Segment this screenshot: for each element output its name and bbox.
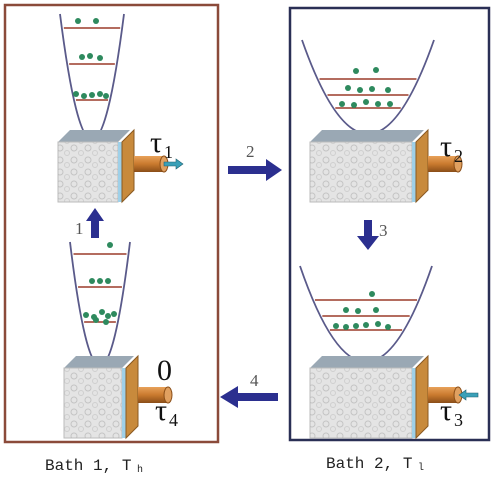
particle bbox=[385, 87, 391, 93]
block-strip bbox=[118, 142, 122, 202]
tau: τ bbox=[440, 394, 452, 427]
arrow-up bbox=[86, 208, 104, 238]
piston-end bbox=[453, 155, 463, 173]
particle bbox=[343, 324, 349, 330]
piston bbox=[428, 387, 458, 403]
block-strip bbox=[412, 142, 416, 202]
block-front bbox=[309, 141, 413, 203]
block-side bbox=[415, 354, 429, 440]
step-label: 4 bbox=[250, 371, 259, 390]
block-strip bbox=[412, 368, 416, 438]
particle bbox=[355, 308, 361, 314]
piston bbox=[428, 156, 458, 172]
block-side bbox=[415, 128, 429, 204]
step-label: 2 bbox=[246, 142, 255, 161]
block-top bbox=[310, 356, 424, 368]
particle bbox=[83, 312, 89, 318]
particle bbox=[333, 323, 339, 329]
block-top bbox=[64, 356, 134, 368]
particle bbox=[89, 278, 95, 284]
caption-sub: h bbox=[137, 464, 143, 476]
force-arrow bbox=[458, 389, 479, 401]
particle bbox=[97, 55, 103, 61]
particle bbox=[89, 92, 95, 98]
particle bbox=[353, 68, 359, 74]
arrow-left bbox=[220, 386, 278, 408]
step-label: 3 bbox=[379, 221, 388, 240]
tau: τ bbox=[150, 126, 162, 159]
tau: τ bbox=[440, 130, 452, 163]
bath-1-box bbox=[3, 3, 220, 444]
caption: Bath 2, T bbox=[326, 455, 412, 473]
tau-sub: 1 bbox=[164, 142, 173, 162]
block-side bbox=[121, 128, 135, 204]
block-front bbox=[309, 367, 413, 439]
step-label: 1 bbox=[75, 219, 84, 238]
particle bbox=[363, 99, 369, 105]
piston bbox=[138, 387, 168, 403]
particle bbox=[385, 324, 391, 330]
particle bbox=[343, 307, 349, 313]
block-side bbox=[125, 354, 139, 440]
tau-sub: 2 bbox=[454, 146, 463, 166]
particle bbox=[103, 319, 109, 325]
particle bbox=[345, 85, 351, 91]
well bbox=[59, 13, 125, 141]
particle bbox=[369, 291, 375, 297]
block-top bbox=[310, 130, 424, 142]
particle bbox=[357, 87, 363, 93]
well bbox=[69, 241, 131, 367]
particle bbox=[353, 323, 359, 329]
block-top bbox=[58, 130, 130, 142]
particle bbox=[81, 93, 87, 99]
particle bbox=[111, 311, 117, 317]
particle bbox=[373, 67, 379, 73]
block-strip bbox=[122, 368, 126, 438]
particle bbox=[107, 242, 113, 248]
block-front bbox=[63, 367, 123, 439]
particle bbox=[97, 278, 103, 284]
particle bbox=[93, 317, 99, 323]
block-front bbox=[57, 141, 119, 203]
tau: τ bbox=[155, 394, 167, 427]
particle bbox=[105, 278, 111, 284]
particle bbox=[387, 101, 393, 107]
piston-end bbox=[163, 386, 173, 404]
arrow-down bbox=[357, 220, 379, 250]
particle bbox=[339, 101, 345, 107]
particle bbox=[375, 321, 381, 327]
value: 0 bbox=[157, 354, 172, 387]
particle bbox=[363, 322, 369, 328]
arrows bbox=[86, 159, 379, 408]
tau-sub: 4 bbox=[169, 410, 178, 430]
particle bbox=[99, 309, 105, 315]
particle bbox=[87, 53, 93, 59]
particle bbox=[97, 91, 103, 97]
arrow-right bbox=[228, 159, 282, 181]
particle bbox=[105, 313, 111, 319]
caption: Bath 1, T bbox=[45, 457, 131, 475]
force-arrow bbox=[163, 158, 184, 170]
well bbox=[299, 265, 433, 363]
particle bbox=[103, 93, 109, 99]
bath-2-box bbox=[288, 6, 491, 442]
caption-sub: l bbox=[418, 462, 424, 474]
particle bbox=[375, 101, 381, 107]
piston bbox=[134, 156, 164, 172]
particle bbox=[75, 18, 81, 24]
particle bbox=[93, 18, 99, 24]
well bbox=[301, 39, 435, 135]
tau-sub: 3 bbox=[454, 410, 463, 430]
particle bbox=[73, 91, 79, 97]
particle bbox=[79, 54, 85, 60]
particle bbox=[351, 102, 357, 108]
particle bbox=[373, 307, 379, 313]
particle bbox=[369, 86, 375, 92]
